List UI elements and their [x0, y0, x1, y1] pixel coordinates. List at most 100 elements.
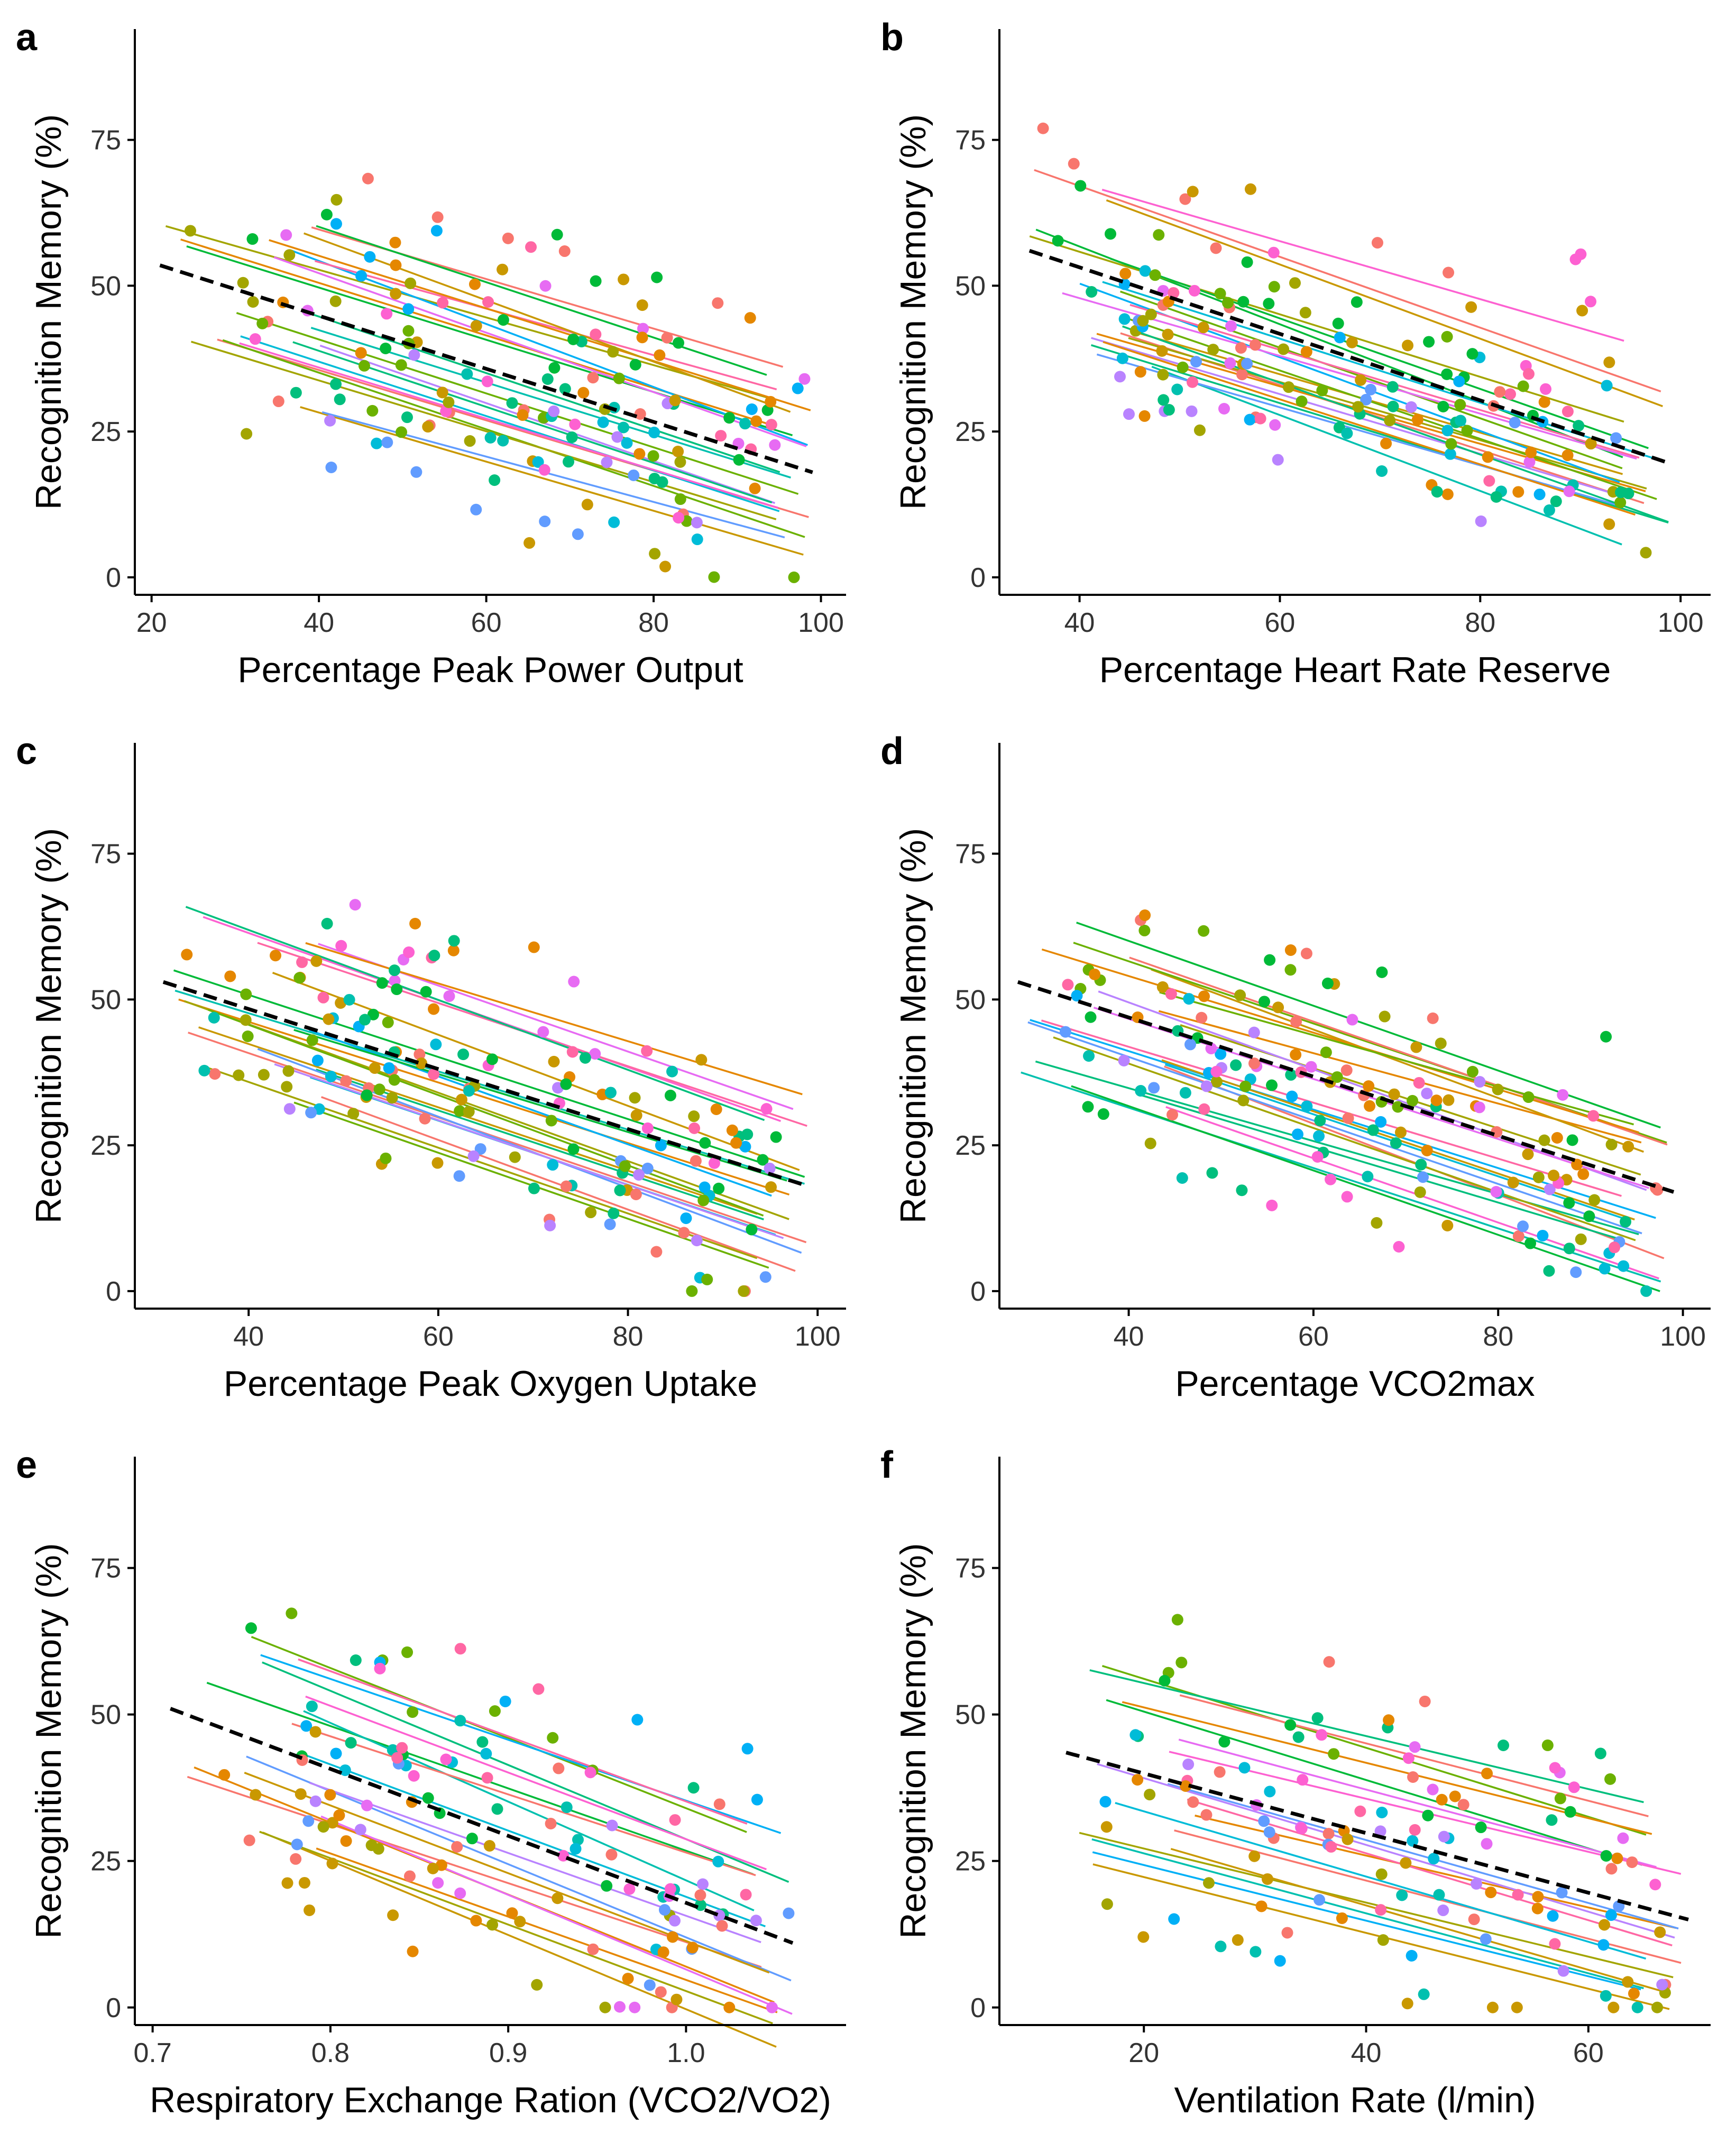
data-point	[1475, 1821, 1487, 1834]
data-point	[1269, 419, 1281, 431]
data-point	[1341, 1191, 1353, 1203]
data-point	[408, 1770, 420, 1782]
data-point	[1570, 1266, 1582, 1278]
data-point	[237, 277, 249, 289]
data-point	[1156, 345, 1168, 357]
y-tick-label: 25	[90, 1130, 121, 1161]
data-point	[633, 1168, 645, 1181]
data-point	[523, 537, 536, 549]
data-point	[740, 1889, 752, 1901]
data-point	[422, 1792, 434, 1804]
data-point	[1210, 1076, 1223, 1088]
data-point	[1554, 1792, 1566, 1805]
data-point	[559, 383, 571, 395]
data-point	[1144, 1789, 1156, 1801]
data-point	[1374, 1825, 1386, 1837]
data-point	[218, 1769, 231, 1781]
data-point	[466, 1833, 478, 1845]
subject-line	[316, 1847, 778, 2013]
data-point	[1322, 1828, 1335, 1840]
subject-line	[305, 1696, 767, 1871]
data-point	[1480, 1933, 1492, 1945]
data-point	[334, 393, 346, 406]
data-point	[430, 225, 443, 237]
data-point	[326, 1817, 338, 1829]
y-axis-title: Recognition Memory (%)	[893, 1543, 933, 1938]
data-point	[708, 1157, 720, 1169]
data-point	[1568, 1781, 1580, 1793]
data-point	[249, 333, 261, 345]
data-point	[629, 2001, 641, 2013]
data-point	[1250, 1946, 1262, 1958]
x-tick-label: 100	[1660, 1321, 1706, 1352]
subject-line	[206, 1681, 754, 1875]
data-point	[1284, 944, 1297, 956]
data-point	[1428, 1853, 1440, 1865]
data-point	[691, 533, 703, 546]
data-point	[1342, 1833, 1354, 1845]
data-point	[1186, 405, 1198, 417]
data-point	[1346, 1014, 1358, 1026]
x-tick-label: 100	[798, 608, 844, 638]
data-point	[1162, 328, 1174, 341]
data-point	[581, 499, 593, 511]
data-point	[1284, 964, 1297, 976]
data-point	[1196, 1011, 1208, 1024]
data-point	[1622, 1976, 1634, 1988]
subject-points	[1059, 909, 1664, 1297]
data-point	[1179, 1087, 1191, 1099]
data-point	[349, 899, 361, 911]
data-point	[630, 1109, 642, 1121]
data-point	[1059, 1026, 1071, 1038]
data-point	[247, 296, 259, 308]
data-point	[448, 935, 460, 947]
data-point	[1235, 342, 1247, 354]
data-point	[641, 1162, 654, 1174]
x-tick-label: 20	[1128, 2038, 1159, 2068]
data-point	[532, 456, 544, 468]
subject-line	[1129, 303, 1640, 459]
data-point	[1517, 1220, 1529, 1232]
data-point	[1415, 1158, 1427, 1171]
data-point	[1524, 1237, 1537, 1249]
data-point	[655, 1986, 667, 1998]
data-point	[1210, 1065, 1223, 1078]
data-point	[1236, 369, 1248, 381]
y-tick-label: 0	[970, 1276, 986, 1307]
data-point	[1239, 1080, 1252, 1092]
data-point	[688, 1122, 701, 1134]
data-point	[470, 1915, 482, 1927]
x-tick-label: 40	[1064, 608, 1095, 638]
data-point	[1171, 1614, 1183, 1626]
data-point	[1085, 1011, 1097, 1023]
y-tick-label: 25	[955, 1846, 986, 1877]
data-point	[246, 233, 259, 245]
data-point	[1206, 1167, 1218, 1179]
data-point	[1512, 1230, 1524, 1243]
x-tick-label: 60	[1298, 1321, 1329, 1352]
subject-line	[1097, 1763, 1675, 1939]
subject-line	[1106, 1699, 1642, 1866]
data-point	[666, 1065, 678, 1078]
data-point	[739, 418, 751, 430]
data-point	[388, 1074, 400, 1086]
data-point	[476, 1736, 489, 1748]
data-point	[286, 1607, 298, 1620]
x-axis-title: Percentage Peak Oxygen Uptake	[224, 1364, 757, 1404]
data-point	[454, 1715, 466, 1727]
data-point	[311, 1054, 324, 1066]
data-point	[783, 1907, 795, 1919]
data-point	[765, 419, 777, 431]
data-point	[1622, 1140, 1634, 1153]
data-point	[330, 218, 342, 230]
data-point	[1215, 1940, 1227, 1953]
data-point	[305, 1107, 317, 1119]
data-point	[464, 435, 476, 447]
subject-lines	[165, 225, 811, 556]
data-point	[1263, 298, 1275, 310]
subject-line	[273, 256, 807, 447]
data-point	[1290, 1016, 1302, 1028]
data-point	[1114, 371, 1126, 383]
data-point	[669, 1915, 681, 1927]
data-point	[1608, 2001, 1620, 2013]
